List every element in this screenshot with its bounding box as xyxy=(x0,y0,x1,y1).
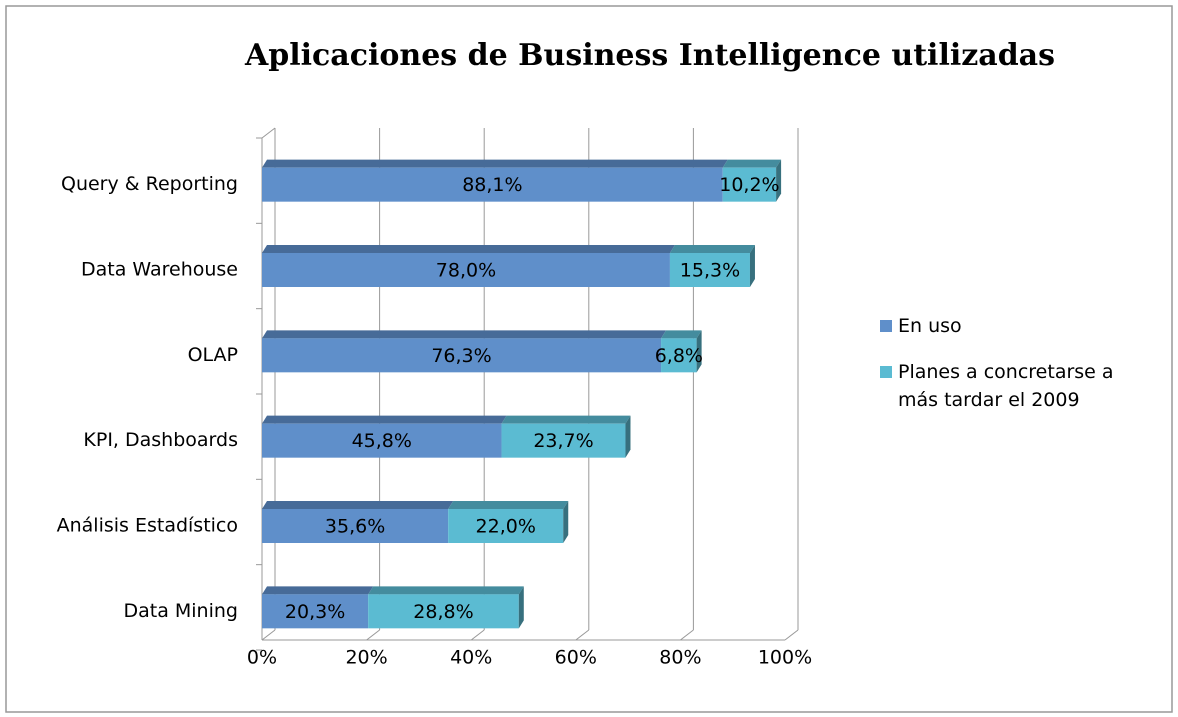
bar-side xyxy=(518,586,524,629)
data-label: 10,2% xyxy=(719,174,779,196)
legend-swatch xyxy=(880,320,892,332)
bar-segment xyxy=(262,245,675,287)
data-label: 35,6% xyxy=(325,516,385,538)
grid-floor xyxy=(366,629,380,641)
bar-segment xyxy=(262,159,728,202)
bar-front xyxy=(448,509,564,543)
data-label: 22,0% xyxy=(476,516,536,538)
bar-side xyxy=(696,330,702,373)
bar-front xyxy=(262,338,662,373)
y-tick-label: Query & Reporting xyxy=(61,173,238,195)
grid-floor xyxy=(470,629,485,641)
x-tick-label: 40% xyxy=(450,647,492,669)
y-tick-label: Data Mining xyxy=(123,600,238,622)
bar-segment xyxy=(262,586,374,629)
bar-segment xyxy=(368,586,524,629)
bar-side xyxy=(563,501,569,543)
bar-top xyxy=(262,330,667,339)
data-label: 88,1% xyxy=(462,174,522,196)
data-label: 6,8% xyxy=(655,345,703,367)
x-tick-label: 80% xyxy=(659,647,701,669)
legend-label: Planes a concretarse a más tardar el 200… xyxy=(898,361,1114,411)
legend-label: En uso xyxy=(898,315,962,337)
bar-segment xyxy=(661,330,702,373)
y-tick-label: Análisis Estadístico xyxy=(57,515,238,537)
y-tick-label: KPI, Dashboards xyxy=(83,429,238,451)
legend-item: En uso xyxy=(880,312,1150,340)
bar-top xyxy=(669,245,755,253)
bar-front xyxy=(262,509,449,543)
grid-floor xyxy=(575,629,590,641)
data-label: 20,3% xyxy=(285,601,345,623)
chart-title: Aplicaciones de Business Intelligence ut… xyxy=(244,38,1055,73)
bar-side xyxy=(749,245,755,287)
bar-segment xyxy=(448,501,569,543)
grid-floor xyxy=(680,629,694,641)
data-label: 28,8% xyxy=(413,601,473,623)
bar-front xyxy=(368,594,519,629)
x-tick-label: 100% xyxy=(758,647,812,669)
grid-floor xyxy=(261,629,276,641)
bar-segment xyxy=(722,159,782,202)
bar-front xyxy=(722,167,777,202)
bar-top xyxy=(262,415,507,424)
bar-segment xyxy=(669,245,755,287)
data-label: 78,0% xyxy=(436,260,496,282)
bar-front xyxy=(661,338,697,373)
bar-top xyxy=(262,501,454,509)
y-tick-label: OLAP xyxy=(188,344,238,366)
bar-top xyxy=(262,245,675,253)
x-tick-label: 20% xyxy=(345,647,387,669)
bar-top xyxy=(661,330,702,339)
data-label: 45,8% xyxy=(352,430,412,452)
bar-front xyxy=(501,423,626,458)
bar-top xyxy=(448,501,569,509)
bar-top xyxy=(722,159,782,168)
bar-side xyxy=(776,159,782,202)
axis-left-top xyxy=(261,127,276,139)
data-label: 15,3% xyxy=(680,260,740,282)
data-label: 23,7% xyxy=(533,430,593,452)
data-label: 76,3% xyxy=(431,345,491,367)
bar-top xyxy=(501,415,631,424)
x-tick-label: 0% xyxy=(247,647,277,669)
bar-segment xyxy=(262,330,667,373)
bar-top xyxy=(262,586,374,595)
bar-segment xyxy=(262,501,454,543)
bar-front xyxy=(262,167,723,202)
x-tick-label: 60% xyxy=(555,647,597,669)
legend: En uso Planes a concretarse a más tardar … xyxy=(880,312,1150,432)
bar-front xyxy=(262,594,369,629)
bar-segment xyxy=(262,415,507,458)
y-tick-label: Data Warehouse xyxy=(81,259,238,281)
bar-segment xyxy=(501,415,631,458)
legend-item: Planes a concretarse a más tardar el 200… xyxy=(880,358,1150,414)
bar-front xyxy=(669,253,750,287)
bar-top xyxy=(368,586,524,595)
bar-front xyxy=(262,253,670,287)
bar-top xyxy=(262,159,728,168)
legend-swatch xyxy=(880,366,892,378)
grid-floor xyxy=(784,629,799,641)
bar-side xyxy=(625,415,631,458)
bar-front xyxy=(262,423,502,458)
